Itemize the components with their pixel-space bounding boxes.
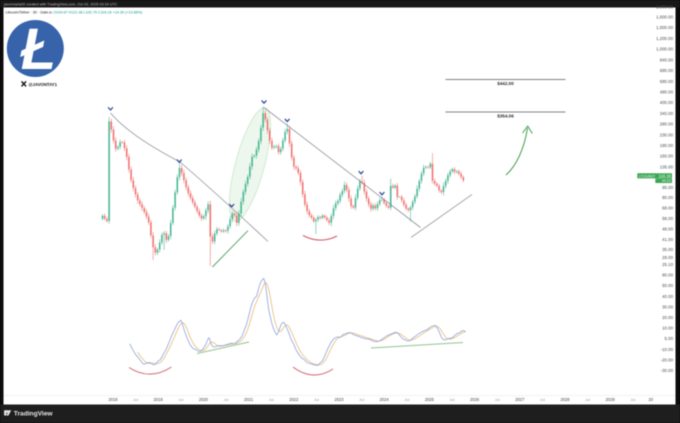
svg-text:190.00: 190.00 xyxy=(660,143,674,148)
svg-text:41.00: 41.00 xyxy=(662,237,673,242)
svg-text:135.00: 135.00 xyxy=(660,164,674,169)
svg-text:1,600.00: 1,600.00 xyxy=(656,15,673,20)
svg-text:Jul: Jul xyxy=(585,397,590,402)
svg-text:40.00: 40.00 xyxy=(662,294,673,299)
svg-text:280.00: 280.00 xyxy=(660,122,674,127)
svg-text:2024: 2024 xyxy=(380,397,390,402)
svg-text:-30.00: -30.00 xyxy=(661,368,674,373)
svg-text:$442.00: $442.00 xyxy=(497,81,514,86)
svg-text:58.00: 58.00 xyxy=(662,216,673,221)
svg-text:O104.67 H121.48 L102.79 C116.1: O104.67 H121.48 L102.79 C116.16 +14.30 (… xyxy=(54,11,143,15)
svg-text:2028: 2028 xyxy=(560,397,570,402)
svg-text:javxrmarta00 created with Trad: javxrmarta00 created with TradingView.co… xyxy=(3,2,118,6)
svg-text:20.00: 20.00 xyxy=(662,315,673,320)
svg-text:30.00: 30.00 xyxy=(662,304,673,309)
svg-text:2020: 2020 xyxy=(199,397,209,402)
svg-text:840.00: 840.00 xyxy=(660,57,674,62)
svg-text:LTC/USDT: LTC/USDT xyxy=(639,174,655,178)
svg-text:2027: 2027 xyxy=(515,397,525,402)
svg-text:Ł: Ł xyxy=(20,17,56,82)
svg-text:Jul: Jul xyxy=(314,397,319,402)
svg-text:680.00: 680.00 xyxy=(660,68,674,73)
svg-text:@JAVONTAY1: @JAVONTAY1 xyxy=(29,82,58,87)
svg-text:Jul: Jul xyxy=(359,397,364,402)
svg-text:95.00: 95.00 xyxy=(662,185,673,190)
svg-text:-10.00: -10.00 xyxy=(661,347,674,352)
svg-text:Jul: Jul xyxy=(630,397,635,402)
svg-text:Jul: Jul xyxy=(178,397,183,402)
svg-text:20: 20 xyxy=(649,397,654,402)
svg-text:2023: 2023 xyxy=(334,397,344,402)
svg-text:35.00: 35.00 xyxy=(662,247,673,252)
svg-text:340.00: 340.00 xyxy=(660,111,674,116)
svg-text:Jul: Jul xyxy=(540,397,545,402)
svg-text:50.00: 50.00 xyxy=(662,283,673,288)
svg-text:25.10: 25.10 xyxy=(662,262,673,267)
svg-text:Jul: Jul xyxy=(269,397,274,402)
svg-text:80.00: 80.00 xyxy=(662,195,673,200)
svg-text:2,000.00: 2,000.00 xyxy=(656,5,673,10)
svg-text:2026: 2026 xyxy=(470,397,480,402)
svg-text:80.00: 80.00 xyxy=(662,273,673,278)
svg-text:116.16: 116.16 xyxy=(659,173,672,178)
svg-text:2022: 2022 xyxy=(289,397,299,402)
svg-text:400.00: 400.00 xyxy=(660,100,674,105)
svg-text:68.00: 68.00 xyxy=(662,206,673,211)
svg-text:48.00: 48.00 xyxy=(662,227,673,232)
svg-text:Jul: Jul xyxy=(223,397,228,402)
svg-text:2029: 2029 xyxy=(606,397,616,402)
svg-text:5.00: 5.00 xyxy=(665,336,674,341)
svg-text:160.00: 160.00 xyxy=(660,154,674,159)
svg-text:Litecoin/Tether · 30 · Gate.io: Litecoin/Tether · 30 · Gate.io xyxy=(6,11,53,15)
svg-text:2019: 2019 xyxy=(154,397,164,402)
svg-text:-20.00: -20.00 xyxy=(661,357,674,362)
svg-text:Jul: Jul xyxy=(495,397,500,402)
svg-text:44:23: 44:23 xyxy=(662,179,671,183)
svg-text:230.00: 230.00 xyxy=(660,132,674,137)
svg-text:Jul: Jul xyxy=(133,397,138,402)
svg-text:480.00: 480.00 xyxy=(660,90,674,95)
svg-text:1,000.00: 1,000.00 xyxy=(656,47,673,52)
svg-text:1,500.00: 1,500.00 xyxy=(656,25,673,30)
svg-text:10.00: 10.00 xyxy=(662,326,673,331)
svg-text:29.00: 29.00 xyxy=(662,255,673,260)
svg-text:1,200.00: 1,200.00 xyxy=(656,36,673,41)
svg-text:2025: 2025 xyxy=(425,397,435,402)
svg-text:$354.06: $354.06 xyxy=(497,114,514,119)
svg-text:Jul: Jul xyxy=(449,397,454,402)
svg-text:580.00: 580.00 xyxy=(660,79,674,84)
svg-text:Jul: Jul xyxy=(404,397,409,402)
svg-text:2018: 2018 xyxy=(108,397,118,402)
svg-text:TradingView: TradingView xyxy=(14,410,54,417)
svg-text:2021: 2021 xyxy=(244,397,254,402)
